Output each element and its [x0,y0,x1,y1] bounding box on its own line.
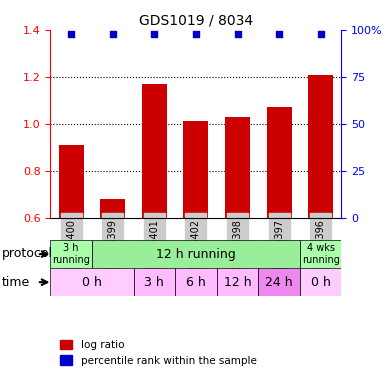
Text: 3 h: 3 h [144,276,164,289]
Text: 12 h: 12 h [224,276,251,289]
Title: GDS1019 / 8034: GDS1019 / 8034 [139,13,253,27]
FancyBboxPatch shape [175,268,217,296]
Bar [267,107,291,218]
Bar [100,199,125,217]
Legend: log ratio, percentile rank within the sample: log ratio, percentile rank within the sa… [55,336,261,370]
Bar [225,117,250,218]
Point [234,30,241,36]
Bar [184,122,208,218]
Text: 24 h: 24 h [265,276,293,289]
FancyBboxPatch shape [92,240,300,268]
Point [151,30,158,36]
Bar [142,84,167,218]
FancyBboxPatch shape [258,268,300,296]
Text: protocol: protocol [2,248,53,260]
Point [110,30,116,36]
Point [193,30,199,36]
FancyBboxPatch shape [50,268,133,296]
FancyBboxPatch shape [50,240,92,268]
FancyBboxPatch shape [217,268,258,296]
Bar [308,75,333,217]
Text: time: time [2,276,30,288]
Point [276,30,282,36]
Text: 6 h: 6 h [186,276,206,289]
Bar [59,145,84,218]
Text: 0 h: 0 h [311,276,331,289]
FancyBboxPatch shape [133,268,175,296]
Text: 0 h: 0 h [82,276,102,289]
Point [317,30,324,36]
FancyBboxPatch shape [300,268,341,296]
Text: 3 h
running: 3 h running [52,243,90,265]
Text: 4 wks
running: 4 wks running [302,243,340,265]
Text: 12 h running: 12 h running [156,248,236,261]
Point [68,30,74,36]
FancyBboxPatch shape [300,240,341,268]
